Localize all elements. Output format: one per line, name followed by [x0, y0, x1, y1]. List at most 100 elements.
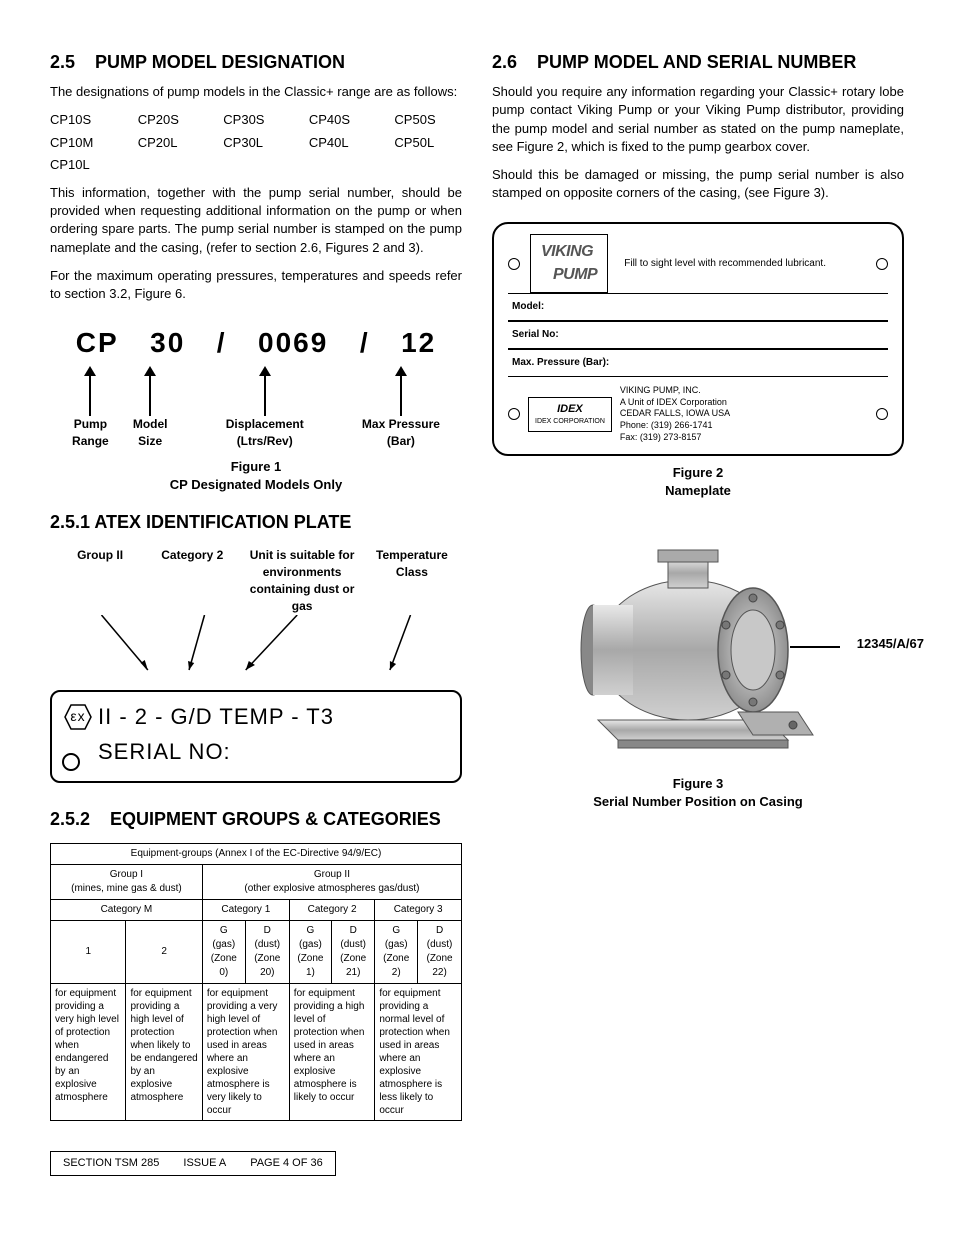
- eq-cell: 2: [126, 920, 202, 983]
- eq-desc: for equipment providing a very high leve…: [202, 983, 289, 1120]
- heading-title: PUMP MODEL AND SERIAL NUMBER: [537, 50, 856, 75]
- caption-line: Figure 3: [492, 775, 904, 793]
- model-cell: CP10S: [50, 111, 120, 129]
- desig-code-part: 12: [401, 323, 436, 362]
- eq-title: Equipment-groups (Annex I of the EC-Dire…: [51, 843, 462, 864]
- caption-line: CP Designated Models Only: [50, 476, 462, 494]
- desig-code-part: /: [217, 323, 227, 362]
- para-2-5-info: This information, together with the pump…: [50, 184, 462, 257]
- eq-cat: Category 2: [289, 899, 375, 920]
- eq-catM: Category M: [51, 899, 203, 920]
- para-2-6-a: Should you require any information regar…: [492, 83, 904, 156]
- hole-icon: [876, 408, 888, 420]
- addr-line: CEDAR FALLS, IOWA USA: [620, 408, 876, 420]
- eq-desc: for equipment providing a high level of …: [126, 983, 202, 1120]
- idex-logo: IDEX IDEX CORPORATION: [528, 397, 612, 432]
- model-cell: CP30S: [223, 111, 291, 129]
- footer-section: SECTION TSM 285: [63, 1156, 159, 1171]
- model-cell: CP50L: [394, 134, 462, 152]
- pump-serial-number: 12345/A/67: [857, 635, 924, 653]
- model-cell: CP30L: [223, 134, 291, 152]
- heading-num: 2.6: [492, 50, 517, 75]
- addr-line: Fax: (319) 273-8157: [620, 432, 876, 444]
- figure-2-nameplate: VIKING PUMP Fill to sight level with rec…: [492, 222, 904, 455]
- desig-code-part: 30: [150, 323, 185, 362]
- desig-label: (Ltrs/Rev): [237, 433, 293, 450]
- desig-arrow: Pump Range: [72, 366, 109, 450]
- footer-page: PAGE 4 OF 36: [250, 1156, 323, 1171]
- eq-gd: G(gas)(Zone 0): [202, 920, 245, 983]
- caption-line: Figure 2: [492, 464, 904, 482]
- atex-label: Temperature Class: [366, 547, 458, 614]
- eq-gd: D(dust)(Zone 22): [418, 920, 462, 983]
- heading-num: 2.5.2: [50, 807, 90, 832]
- atex-plate: εx II - 2 - G/D TEMP - T3 SERIAL NO:: [50, 690, 462, 784]
- eq-cell: 1: [51, 920, 126, 983]
- eq-group2: Group II(other explosive atmospheres gas…: [202, 864, 461, 899]
- figure-3-caption: Figure 3 Serial Number Position on Casin…: [492, 775, 904, 811]
- heading-title: EQUIPMENT GROUPS & CATEGORIES: [110, 807, 441, 832]
- para-2-6-b: Should this be damaged or missing, the p…: [492, 166, 904, 202]
- desig-arrow: Max Pressure (Bar): [362, 366, 440, 450]
- nameplate-address: VIKING PUMP, INC. A Unit of IDEX Corpora…: [620, 385, 876, 443]
- eq-desc: for equipment providing a high level of …: [289, 983, 375, 1120]
- figure-1-caption: Figure 1 CP Designated Models Only: [50, 458, 462, 494]
- hole-icon: [508, 408, 520, 420]
- idex-sub: IDEX CORPORATION: [535, 417, 605, 427]
- heading-title: PUMP MODEL DESIGNATION: [95, 50, 345, 75]
- addr-line: A Unit of IDEX Corporation: [620, 397, 876, 409]
- figure-1-designation: CP 30 / 0069 / 12 Pump Range Model Size: [50, 323, 462, 494]
- addr-line: Phone: (319) 266-1741: [620, 420, 876, 432]
- footer-issue: ISSUE A: [183, 1156, 226, 1171]
- pump-icon: [538, 540, 858, 760]
- eq-desc: for equipment providing a very high leve…: [51, 983, 126, 1120]
- atex-labels: Group II Category 2 Unit is suitable for…: [50, 547, 462, 614]
- equipment-groups-table: Equipment-groups (Annex I of the EC-Dire…: [50, 843, 462, 1121]
- figure-3-pump: 12345/A/67: [492, 540, 904, 765]
- ex-hex-icon: εx: [64, 704, 92, 730]
- figure-2-caption: Figure 2 Nameplate: [492, 464, 904, 500]
- caption-line: Figure 1: [50, 458, 462, 476]
- pointer-line: [790, 646, 840, 648]
- para-2-5-intro: The designations of pump models in the C…: [50, 83, 462, 101]
- atex-pointer-lines: [50, 615, 462, 675]
- eq-cat: Category 1: [202, 899, 289, 920]
- model-cell: CP40L: [309, 134, 377, 152]
- hole-icon: [876, 258, 888, 270]
- heading-2-5: 2.5 PUMP MODEL DESIGNATION: [50, 50, 462, 75]
- caption-line: Nameplate: [492, 482, 904, 500]
- desig-label: Pump: [74, 416, 107, 433]
- logo-line: PUMP: [541, 264, 597, 286]
- nameplate-field-pressure: Max. Pressure (Bar):: [508, 349, 888, 377]
- heading-2-5-2: 2.5.2 EQUIPMENT GROUPS & CATEGORIES: [50, 807, 462, 832]
- model-cell: CP20S: [138, 111, 206, 129]
- viking-logo: VIKING PUMP: [530, 234, 608, 293]
- eq-gd: G(gas)(Zone 2): [375, 920, 418, 983]
- logo-line: VIKING: [541, 241, 597, 263]
- eq-gd: G(gas)(Zone 1): [289, 920, 331, 983]
- eq-desc: for equipment providing a normal level o…: [375, 983, 462, 1120]
- eq-group1: Group I(mines, mine gas & dust): [51, 864, 203, 899]
- atex-hole-icon: [62, 753, 80, 771]
- eq-gd: D(dust)(Zone 20): [245, 920, 289, 983]
- desig-label: Model: [133, 416, 168, 433]
- desig-code-part: CP: [76, 323, 119, 362]
- model-cell: CP50S: [394, 111, 462, 129]
- right-column: 2.6 PUMP MODEL AND SERIAL NUMBER Should …: [492, 50, 904, 1176]
- model-list: CP10S CP20S CP30S CP40S CP50S CP10M CP20…: [50, 111, 462, 174]
- desig-label: Displacement: [226, 416, 304, 433]
- desig-arrow: Model Size: [133, 366, 168, 450]
- atex-serial-label: SERIAL NO:: [98, 737, 448, 768]
- para-2-5-max: For the maximum operating pressures, tem…: [50, 267, 462, 303]
- model-cell: CP20L: [138, 134, 206, 152]
- model-cell: CP10L: [50, 156, 120, 174]
- desig-code-part: /: [360, 323, 370, 362]
- idex-text: IDEX: [535, 402, 605, 417]
- nameplate-field-model: Model:: [508, 293, 888, 321]
- heading-num: 2.5: [50, 50, 75, 75]
- nameplate-fill-text: Fill to sight level with recommended lub…: [618, 257, 876, 270]
- left-column: 2.5 PUMP MODEL DESIGNATION The designati…: [50, 50, 462, 1176]
- desig-label: Range: [72, 433, 109, 450]
- eq-gd: D(dust)(Zone 21): [332, 920, 375, 983]
- heading-title: 2.5.1 ATEX IDENTIFICATION PLATE: [50, 510, 351, 535]
